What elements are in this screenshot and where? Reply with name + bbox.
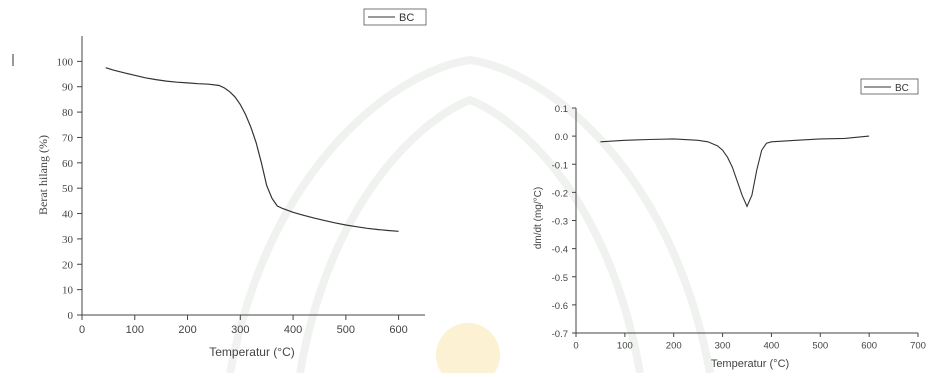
dtg-x-tick-label: 0 (573, 341, 578, 352)
tga-x-axis-label: Temperatur (°C) (209, 345, 294, 359)
dtg-x-axis-label: Temperatur (°C) (711, 358, 789, 370)
dtg-y-tick-label: -0.4 (552, 245, 568, 256)
dtg-y-tick-label: -0.7 (552, 329, 568, 340)
dtg-y-tick-label: -0.6 (552, 301, 568, 312)
tga-x-tick-label: 100 (126, 324, 144, 336)
dtg-y-tick-label: -0.3 (552, 217, 568, 228)
tga-y-tick-label: 80 (62, 107, 74, 119)
dtg-x-tick-label: 700 (910, 341, 926, 352)
dtg-x-tick-label: 600 (861, 341, 877, 352)
tga-legend: BC (363, 8, 427, 26)
tga-y-tick-label: 40 (62, 209, 74, 221)
tga-x-tick-label: 0 (79, 324, 85, 336)
tga-series-bc-line (105, 67, 399, 232)
dtg-y-tick-label: 0.0 (555, 132, 568, 143)
tga-y-tick-label: 60 (62, 158, 74, 170)
dtg-y-ticks: 0.1 0.0 -0.1 -0.2 -0.3 -0.4 -0.5 -0.6 -0.7 (552, 104, 576, 340)
dtg-x-tick-label: 100 (617, 341, 633, 352)
dtg-x-tick-label: 200 (666, 341, 682, 352)
tga-x-ticks: 0 100 200 300 400 500 600 (79, 315, 408, 336)
dtg-y-tick-label: -0.2 (552, 188, 568, 199)
tga-y-tick-label: 70 (62, 132, 74, 144)
watermark-emblem (436, 323, 500, 378)
dtg-x-tick-label: 400 (763, 341, 779, 352)
dtg-legend-label: BC (895, 83, 909, 94)
dtg-y-axis-label: dm/dt (mg/°C) (533, 187, 544, 249)
tga-y-tick-label: 0 (68, 310, 74, 322)
dtg-series-bc-line (600, 135, 870, 208)
tga-x-tick-label: 600 (389, 324, 407, 336)
tga-y-tick-label: 50 (62, 183, 74, 195)
tga-y-tick-label: 100 (57, 56, 74, 68)
dtg-x-tick-label: 500 (812, 341, 828, 352)
tga-legend-label: BC (399, 12, 414, 24)
tga-chart: 0 10 20 30 40 50 60 70 80 90 100 0 100 200 300 400 500 6… (36, 8, 427, 359)
tga-x-tick-label: 300 (231, 324, 249, 336)
dtg-x-ticks: 0 100 200 300 400 500 600 700 (573, 333, 926, 352)
tga-y-ticks: 0 10 20 30 40 50 60 70 80 90 100 (57, 56, 82, 322)
tga-y-tick-label: 90 (62, 82, 74, 94)
tga-y-tick-label: 20 (62, 259, 74, 271)
tga-y-tick-label: 10 (62, 285, 74, 297)
dtg-x-tick-label: 300 (715, 341, 731, 352)
tga-x-tick-label: 400 (284, 324, 302, 336)
dtg-y-tick-label: -0.1 (552, 160, 568, 171)
dtg-legend: BC (860, 78, 919, 95)
dtg-y-tick-label: 0.1 (555, 104, 568, 115)
tga-y-axis-label: Berat hilang (%) (36, 135, 50, 215)
tga-x-tick-label: 200 (178, 324, 196, 336)
tga-y-tick-label: 30 (62, 234, 74, 246)
tga-x-tick-label: 500 (337, 324, 355, 336)
dtg-y-tick-label: -0.5 (552, 273, 568, 284)
dtg-chart: 0.1 0.0 -0.1 -0.2 -0.3 -0.4 -0.5 -0.6 -0.7 0 100 2… (533, 78, 926, 370)
watermark-seal (226, 55, 714, 374)
